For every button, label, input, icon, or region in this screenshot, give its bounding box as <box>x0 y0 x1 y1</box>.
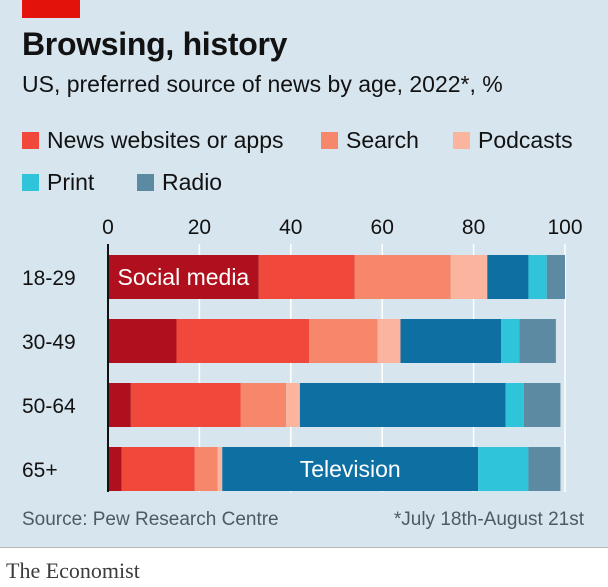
bar-search-50-64 <box>240 383 287 427</box>
bar-news-websites-or-apps-50-64 <box>130 383 241 427</box>
legend-swatch-print <box>22 174 39 191</box>
category-label-30-49: 30-49 <box>22 331 76 354</box>
chart-subtitle: US, preferred source of news by age, 202… <box>22 71 503 97</box>
source-note: Source: Pew Research Centre <box>22 509 279 530</box>
bar-podcasts-65+ <box>217 447 223 491</box>
bar-radio-30-49 <box>519 319 556 363</box>
legend-swatch-websites <box>22 132 39 149</box>
bar-social-media-50-64 <box>108 383 131 427</box>
legend-swatch-podcasts <box>453 132 470 149</box>
bar-radio-65+ <box>528 447 561 491</box>
legend-swatch-search <box>321 132 338 149</box>
bar-podcasts-50-64 <box>286 383 300 427</box>
x-tick-label-100: 100 <box>547 216 582 239</box>
inline-label-social-media: Social media <box>118 264 250 290</box>
bar-print-50-64 <box>505 383 524 427</box>
bar-search-18-29 <box>354 255 451 299</box>
chart-title: Browsing, history <box>22 26 288 62</box>
legend-label-search: Search <box>346 127 419 153</box>
bar-social-media-65+ <box>108 447 122 491</box>
bar-news-websites-or-apps-30-49 <box>176 319 310 363</box>
x-tick-label-40: 40 <box>279 216 302 239</box>
bar-search-30-49 <box>309 319 378 363</box>
publisher-logo: The Economist <box>6 558 140 583</box>
date-footnote: *July 18th-August 21st <box>393 509 584 530</box>
legend-label-print: Print <box>47 169 95 195</box>
category-label-65+: 65+ <box>22 459 58 482</box>
bar-social-media-18-29 <box>108 255 259 299</box>
legend-item-print: Print <box>22 169 94 196</box>
legend-label-radio: Radio <box>162 169 223 195</box>
legend-label-podcasts: Podcasts <box>478 127 573 153</box>
legend-item-podcasts: Podcasts <box>453 127 573 154</box>
brand-tag <box>22 0 80 18</box>
x-tick-label-80: 80 <box>462 216 485 239</box>
bar-news-websites-or-apps-65+ <box>121 447 195 491</box>
bar-television-18-29 <box>487 255 529 299</box>
bar-radio-18-29 <box>546 255 565 299</box>
bar-social-media-30-49 <box>108 319 177 363</box>
legend-item-radio: Radio <box>137 169 222 196</box>
bar-television-50-64 <box>299 383 506 427</box>
legend-item-search: Search <box>321 127 419 154</box>
category-label-50-64: 50-64 <box>22 395 76 418</box>
bar-radio-50-64 <box>523 383 561 427</box>
category-label-18-29: 18-29 <box>22 267 76 290</box>
bar-print-65+ <box>478 447 529 491</box>
inline-label-television: Television <box>300 456 401 482</box>
bar-news-websites-or-apps-18-29 <box>258 255 355 299</box>
bar-television-30-49 <box>400 319 502 363</box>
legend-item-websites: News websites or apps <box>22 127 284 154</box>
legend-label-websites: News websites or apps <box>47 127 284 153</box>
bar-search-65+ <box>194 447 218 491</box>
legend-swatch-radio <box>137 174 154 191</box>
brand-divider <box>0 547 608 548</box>
bar-podcasts-30-49 <box>377 319 401 363</box>
x-tick-label-60: 60 <box>371 216 394 239</box>
stacked-bar-chart: 0 20 40 60 80 100 18-29 30-49 50-64 65+ Social med… <box>22 216 583 492</box>
bar-print-18-29 <box>528 255 547 299</box>
x-tick-label-0: 0 <box>102 216 114 239</box>
bar-print-30-49 <box>501 319 520 363</box>
bar-podcasts-18-29 <box>450 255 488 299</box>
x-tick-label-20: 20 <box>188 216 211 239</box>
bar-television-65+ <box>222 447 479 491</box>
